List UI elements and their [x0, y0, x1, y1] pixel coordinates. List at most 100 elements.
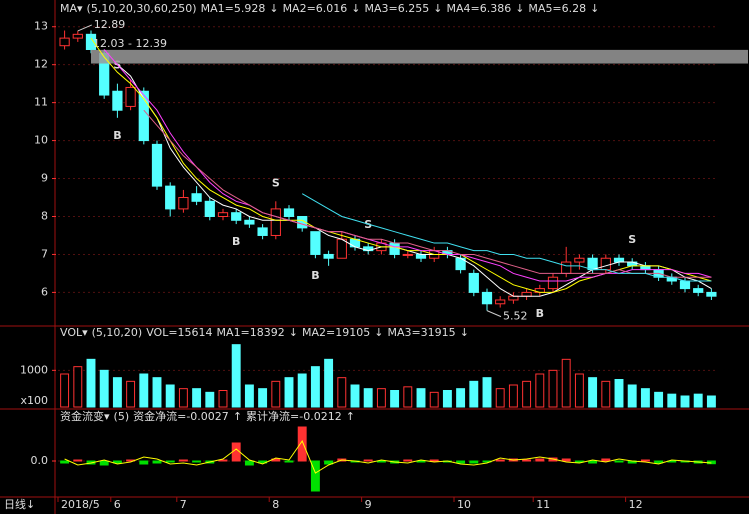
trend-arrow: ↓ — [269, 2, 278, 15]
y-tick-label: 0.0 — [31, 454, 49, 467]
bar — [416, 460, 426, 463]
trend-arrow: ↓ — [460, 326, 469, 339]
y-tick-label: 7 — [41, 247, 48, 260]
candle-body — [310, 231, 321, 255]
bar — [178, 459, 188, 462]
bar — [561, 458, 571, 462]
bar — [244, 460, 254, 466]
sell-signal: S — [272, 176, 280, 189]
candle-body — [125, 86, 136, 107]
bar — [614, 460, 624, 463]
bar — [535, 373, 545, 408]
bar — [495, 459, 505, 462]
candle-body — [521, 291, 532, 297]
bar — [231, 442, 241, 462]
bar — [258, 388, 268, 408]
x-tick-label: 11 — [536, 498, 550, 511]
y-tick-label: 10 — [34, 134, 48, 147]
trend-arrow: ↑ — [233, 410, 242, 423]
candle-body — [468, 272, 479, 293]
bar — [324, 460, 334, 465]
buy-signal: B — [113, 129, 121, 142]
band-label: 12.03 - 12.39 — [93, 37, 167, 50]
bar — [271, 380, 281, 408]
bar — [574, 373, 584, 408]
bar — [324, 358, 334, 408]
trend-arrow: ↓ — [374, 326, 383, 339]
bar — [495, 388, 505, 408]
trend-arrow: ↓ — [289, 326, 298, 339]
candle-body — [415, 253, 427, 259]
annotation-label: 5.52 — [503, 310, 528, 323]
bar — [218, 459, 228, 462]
bar — [99, 369, 109, 408]
y-tick-label: 13 — [34, 20, 48, 33]
trend-arrow: ↓ — [433, 2, 442, 15]
trend-arrow: ↑ — [346, 410, 355, 423]
bar — [165, 460, 175, 463]
bar — [403, 459, 413, 462]
bar — [429, 391, 439, 408]
bar — [376, 460, 386, 463]
sell-signal: S — [628, 233, 636, 246]
ma-line — [103, 49, 712, 282]
bar — [231, 344, 241, 408]
y-tick-label: 11 — [34, 96, 48, 109]
candle-body — [283, 208, 295, 217]
bar — [60, 373, 70, 408]
bar — [178, 388, 188, 408]
ma-line — [301, 193, 712, 282]
readout: MA5=6.28 — [528, 2, 586, 15]
candle-body — [191, 193, 202, 202]
bar — [86, 358, 96, 408]
period-label[interactable]: 日线↓ — [4, 497, 35, 511]
bar — [574, 460, 584, 463]
bar — [152, 460, 162, 464]
bar — [456, 460, 466, 464]
trend-arrow: ↓ — [590, 2, 599, 15]
annotation-pointer — [77, 24, 92, 32]
bar — [469, 380, 479, 408]
candle-body — [508, 295, 519, 301]
x-tick-label: 8 — [272, 498, 279, 511]
readout: MA1=5.928 — [201, 2, 266, 15]
bar — [297, 426, 307, 462]
bar — [126, 380, 136, 408]
price-band — [91, 49, 748, 64]
candle-body — [244, 219, 255, 225]
indicator-label: VOL▾ — [60, 326, 88, 339]
bar — [60, 460, 70, 464]
buy-signal: B — [536, 307, 544, 320]
ma-line — [64, 439, 712, 474]
trend-arrow: ↓ — [351, 2, 360, 15]
candle-body — [178, 197, 189, 210]
bar — [508, 384, 518, 408]
indicator-params: (5,10,20) — [92, 326, 143, 339]
x-tick-label: 9 — [365, 498, 372, 511]
bar — [192, 460, 202, 463]
bar — [73, 459, 83, 462]
bar — [139, 373, 149, 408]
ma-line — [117, 64, 712, 297]
candle-body — [297, 215, 308, 229]
bar — [112, 460, 122, 464]
candle-body — [151, 143, 163, 187]
candle-body — [706, 291, 717, 297]
readout: 累计净流=-0.0212 — [246, 409, 342, 423]
bar — [522, 459, 532, 462]
bar — [139, 460, 149, 465]
bar — [376, 388, 386, 408]
candle-body — [640, 265, 651, 271]
bar — [482, 377, 492, 408]
bar — [192, 388, 202, 408]
candle-body — [574, 257, 585, 263]
candle-body — [217, 212, 229, 217]
bar — [350, 384, 360, 408]
bar — [627, 384, 637, 408]
bar — [310, 460, 320, 492]
readout: VOL=15614 — [146, 326, 212, 339]
candle-body — [165, 185, 176, 210]
x-tick-label: 2018/5 — [61, 498, 100, 511]
bar — [469, 460, 479, 464]
bar — [614, 379, 624, 408]
